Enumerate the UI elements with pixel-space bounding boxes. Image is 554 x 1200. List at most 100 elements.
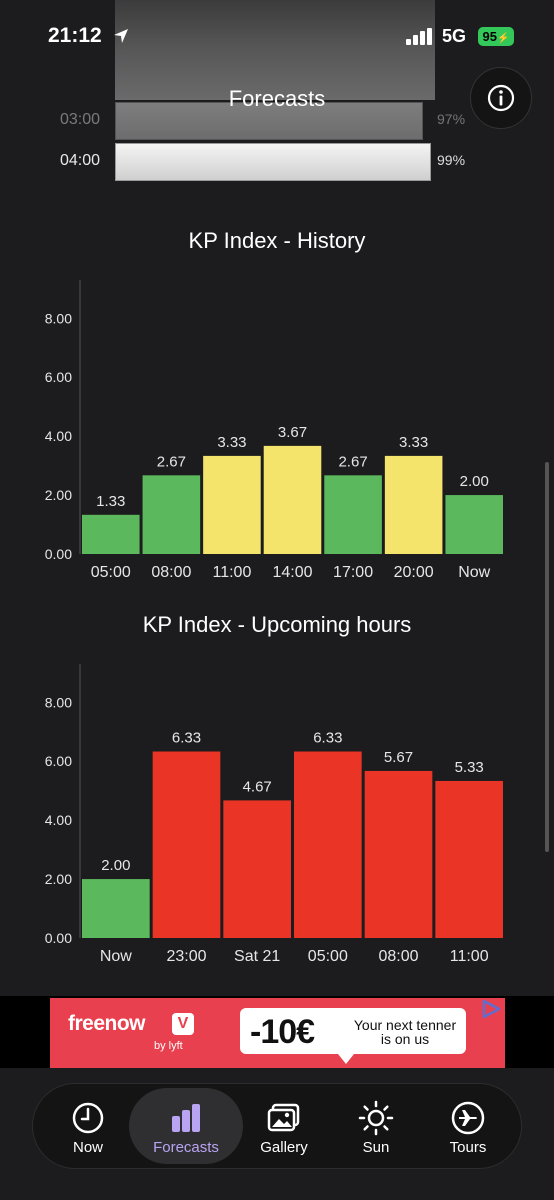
forecast-row-percent: 99% bbox=[437, 152, 466, 168]
charging-bolt-icon: ⚡ bbox=[497, 33, 510, 44]
bar-value-label: 3.33 bbox=[399, 434, 428, 451]
network-type: 5G bbox=[442, 26, 467, 46]
forecast-row-percent: 97% bbox=[437, 111, 466, 127]
y-tick-label: 0.00 bbox=[45, 546, 72, 562]
bar-value-label: 4.67 bbox=[243, 778, 272, 795]
tab-label: Tours bbox=[449, 1139, 487, 1156]
x-tick-label: Sat 21 bbox=[234, 948, 280, 965]
tab-bar: Now Forecasts Gallery Sun bbox=[32, 1083, 522, 1169]
page-title: Forecasts bbox=[228, 86, 326, 111]
y-tick-label: 2.00 bbox=[45, 487, 72, 503]
forecast-row: 03:00 97% bbox=[0, 100, 554, 140]
location-arrow-icon bbox=[114, 29, 128, 43]
bar-value-label: 2.67 bbox=[157, 453, 186, 470]
tab-label: Forecasts bbox=[153, 1139, 219, 1156]
info-button[interactable] bbox=[470, 67, 532, 129]
scrolled-bars-blur bbox=[115, 0, 435, 100]
tab-label: Gallery bbox=[260, 1139, 308, 1156]
chart-bar bbox=[384, 455, 443, 554]
x-tick-label: 05:00 bbox=[308, 948, 348, 965]
ad-brand: freenow bbox=[68, 1012, 146, 1035]
history-chart-title: KP Index - History bbox=[188, 228, 366, 253]
airplane-icon bbox=[451, 1101, 485, 1135]
forecast-row-time: 04:00 bbox=[60, 152, 101, 169]
bar-value-label: 3.33 bbox=[217, 434, 246, 451]
x-tick-label: 11:00 bbox=[450, 948, 489, 965]
bar-value-label: 1.33 bbox=[96, 493, 125, 510]
forecast-list-remnant: 03:00 97% 04:00 99% Forecasts bbox=[0, 0, 554, 195]
chart-bar bbox=[364, 770, 433, 938]
chart-bar bbox=[263, 445, 322, 554]
y-tick-label: 8.00 bbox=[45, 694, 72, 710]
bar-value-label: 2.00 bbox=[460, 473, 489, 490]
ad-choices-icon[interactable] bbox=[480, 998, 502, 1020]
tab-label: Now bbox=[72, 1139, 103, 1156]
y-tick-label: 6.00 bbox=[45, 369, 72, 385]
chart-bar bbox=[435, 780, 503, 938]
ad-by-label: by lyft bbox=[154, 1040, 183, 1052]
status-time: 21:12 bbox=[48, 24, 102, 47]
x-tick-label: Now bbox=[100, 948, 132, 965]
tab-tours[interactable]: Tours bbox=[427, 1088, 509, 1164]
ad-banner[interactable]: freenow V by lyft -10€ Your next tenner … bbox=[50, 998, 505, 1068]
bar-value-label: 2.00 bbox=[101, 857, 130, 874]
chart-bar bbox=[223, 800, 291, 938]
x-tick-label: 08:00 bbox=[378, 948, 418, 965]
tab-forecasts[interactable]: Forecasts bbox=[129, 1088, 243, 1164]
battery-level: 95 bbox=[482, 29, 497, 44]
chart-bar bbox=[82, 879, 150, 938]
tab-gallery[interactable]: Gallery bbox=[243, 1088, 325, 1164]
y-tick-label: 8.00 bbox=[45, 310, 72, 326]
bar-value-label: 5.67 bbox=[384, 749, 413, 766]
bar-value-label: 5.33 bbox=[455, 759, 484, 776]
tab-now[interactable]: Now bbox=[47, 1088, 129, 1164]
signal-icon bbox=[406, 28, 432, 45]
status-bar: 21:12 5G 95⚡ bbox=[0, 0, 554, 60]
x-tick-label: Now bbox=[458, 564, 490, 581]
x-tick-label: 23:00 bbox=[166, 948, 206, 965]
battery-indicator: 95⚡ bbox=[478, 27, 514, 46]
x-tick-label: 11:00 bbox=[212, 564, 251, 581]
x-tick-label: 20:00 bbox=[394, 564, 434, 581]
chart-bar bbox=[445, 495, 503, 554]
bar-value-label: 6.33 bbox=[172, 730, 201, 747]
ad-bubble: -10€ Your next tenner is on us bbox=[240, 1008, 466, 1064]
scrollbar[interactable] bbox=[545, 462, 549, 852]
bar-value-label: 6.33 bbox=[313, 730, 342, 747]
chart-bar bbox=[294, 751, 362, 938]
ad-tagline: Your next tenner is on us bbox=[353, 1017, 457, 1047]
upcoming-chart-svg: 0.00 2.00 4.00 6.00 8.00 2.00 Now 6.33 23:00 4.67… bbox=[45, 664, 503, 965]
forecast-row-bar bbox=[115, 102, 423, 140]
upcoming-chart-title: KP Index - Upcoming hours bbox=[142, 612, 412, 637]
x-tick-label: 14:00 bbox=[272, 564, 312, 581]
chart-bar bbox=[203, 455, 261, 554]
y-tick-label: 2.00 bbox=[45, 871, 72, 887]
tab-sun[interactable]: Sun bbox=[335, 1088, 417, 1164]
chart-bar bbox=[142, 475, 201, 554]
ad-discount: -10€ bbox=[250, 1013, 315, 1051]
chart-bar bbox=[82, 514, 140, 554]
forecast-row: 04:00 99% bbox=[0, 141, 554, 181]
ad-logo-icon: V bbox=[172, 1013, 194, 1035]
upcoming-chart: 0.00 2.00 4.00 6.00 8.00 2.00 Now 6.33 23:00 4.67… bbox=[0, 664, 554, 974]
y-tick-label: 4.00 bbox=[45, 812, 72, 828]
y-tick-label: 6.00 bbox=[45, 753, 72, 769]
forecast-row-time: 03:00 bbox=[60, 111, 101, 128]
sun-icon bbox=[358, 1100, 394, 1136]
bar-value-label: 3.67 bbox=[278, 424, 307, 441]
clock-icon bbox=[72, 1102, 104, 1134]
y-tick-label: 4.00 bbox=[45, 428, 72, 444]
chart-bar bbox=[152, 751, 221, 938]
info-circle-icon bbox=[487, 84, 515, 112]
history-chart-svg: 0.00 2.00 4.00 6.00 8.00 1.33 05:00 2.67 08:00 3.… bbox=[45, 280, 503, 581]
x-tick-label: 05:00 bbox=[91, 564, 131, 581]
gallery-icon bbox=[267, 1103, 300, 1132]
x-tick-label: 17:00 bbox=[333, 564, 373, 581]
x-tick-label: 08:00 bbox=[151, 564, 191, 581]
y-tick-label: 0.00 bbox=[45, 930, 72, 946]
bar-chart-icon bbox=[172, 1104, 200, 1132]
tab-label: Sun bbox=[362, 1139, 390, 1156]
forecast-row-bar bbox=[115, 143, 431, 181]
chart-bar bbox=[324, 475, 382, 554]
bar-value-label: 2.67 bbox=[338, 453, 367, 470]
